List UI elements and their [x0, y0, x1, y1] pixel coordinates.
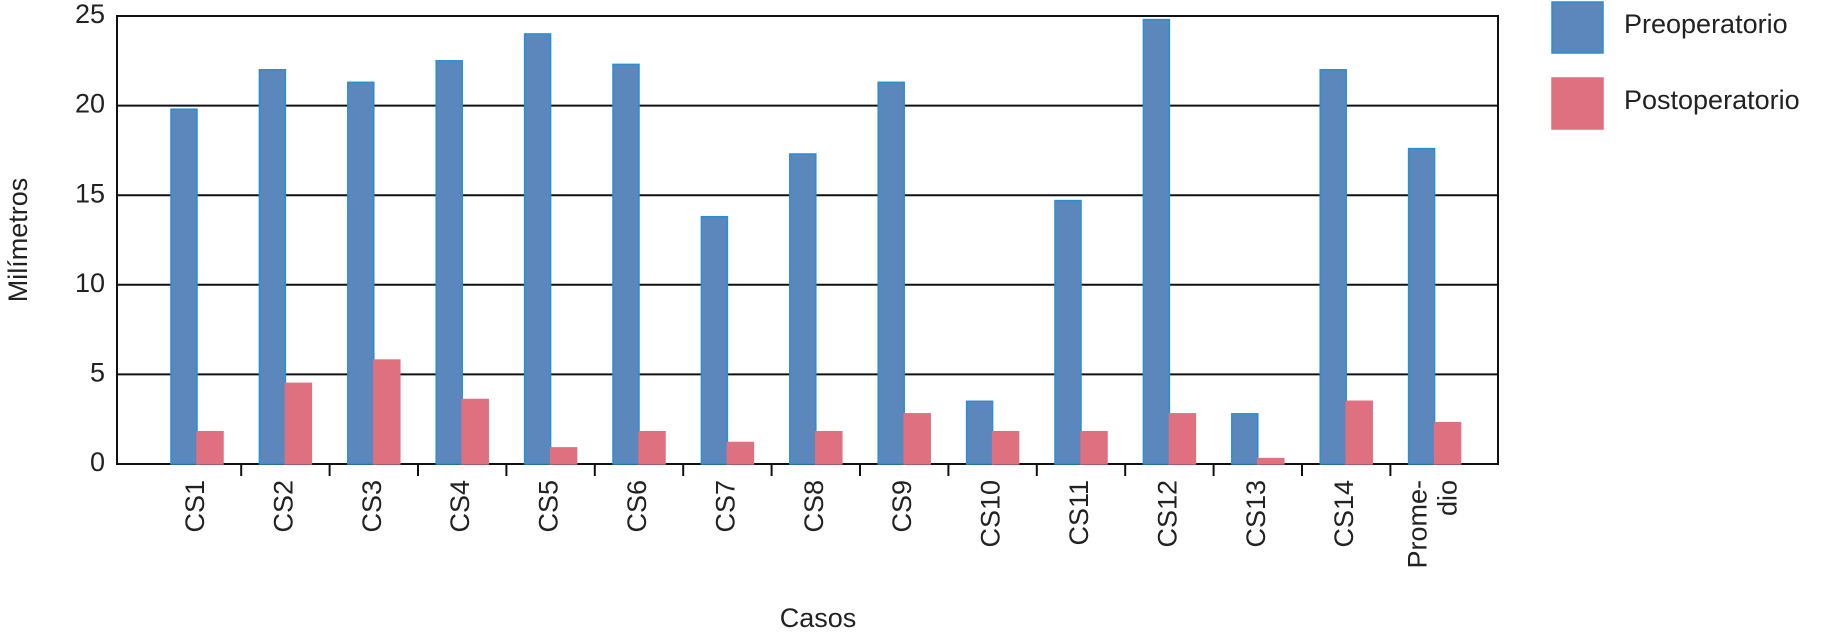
bar	[965, 400, 994, 465]
x-tick-label: CS7	[711, 480, 741, 533]
x-tick-label: CS3	[357, 480, 387, 533]
bar	[1080, 430, 1108, 465]
bar	[991, 430, 1020, 465]
x-tick-label: CS1	[180, 480, 210, 533]
x-tick-label: Prome-dio	[1403, 480, 1463, 569]
bar	[1054, 199, 1082, 465]
bar	[1257, 457, 1285, 465]
y-tick-label: 15	[75, 178, 105, 208]
x-tick-label: CS8	[799, 480, 829, 533]
legend-swatch	[1551, 1, 1604, 54]
x-tick-label: CS4	[445, 480, 475, 533]
bar	[284, 382, 313, 465]
bar	[373, 359, 401, 465]
bar	[258, 69, 287, 465]
x-tick-label: CS9	[887, 480, 917, 533]
x-tick-label: CS6	[622, 480, 652, 533]
x-tick-label: CS11	[1064, 480, 1094, 546]
bar	[461, 398, 489, 465]
x-tick-label: CS2	[269, 480, 299, 533]
legend-swatch	[1551, 77, 1604, 130]
legend-label: Postoperatorio	[1624, 85, 1800, 115]
bar	[700, 215, 729, 465]
bar	[549, 447, 578, 465]
bar	[1433, 422, 1462, 465]
bar	[523, 33, 552, 465]
legend-label: Preoperatorio	[1624, 9, 1788, 39]
bar	[726, 441, 755, 465]
bar	[435, 60, 463, 465]
bar	[1142, 18, 1171, 465]
y-tick-label: 20	[75, 89, 105, 119]
x-tick-label: CS12	[1153, 480, 1183, 548]
x-tick-label: CS5	[534, 480, 564, 533]
bar	[612, 63, 640, 465]
bar	[1168, 413, 1197, 465]
bar	[877, 81, 905, 465]
x-axis-label: Casos	[780, 603, 857, 633]
bar	[815, 430, 843, 465]
x-tick-label: CS13	[1241, 480, 1271, 548]
x-tick-label: CS10	[976, 480, 1006, 548]
bar	[789, 153, 817, 465]
bar	[347, 81, 375, 465]
bar	[1319, 69, 1347, 465]
y-tick-label: 10	[75, 268, 105, 298]
bar	[638, 430, 666, 465]
x-tick-label: CS14	[1329, 480, 1359, 548]
bar	[196, 430, 224, 465]
y-tick-label: 0	[90, 447, 105, 477]
y-tick-label: 5	[90, 358, 105, 388]
bar	[903, 413, 931, 465]
bar	[1231, 413, 1259, 465]
bar	[1345, 400, 1373, 465]
y-axis-label: Milímetros	[3, 178, 33, 303]
bar	[170, 108, 198, 465]
bar	[1407, 147, 1436, 465]
y-tick-label: 25	[75, 0, 105, 29]
